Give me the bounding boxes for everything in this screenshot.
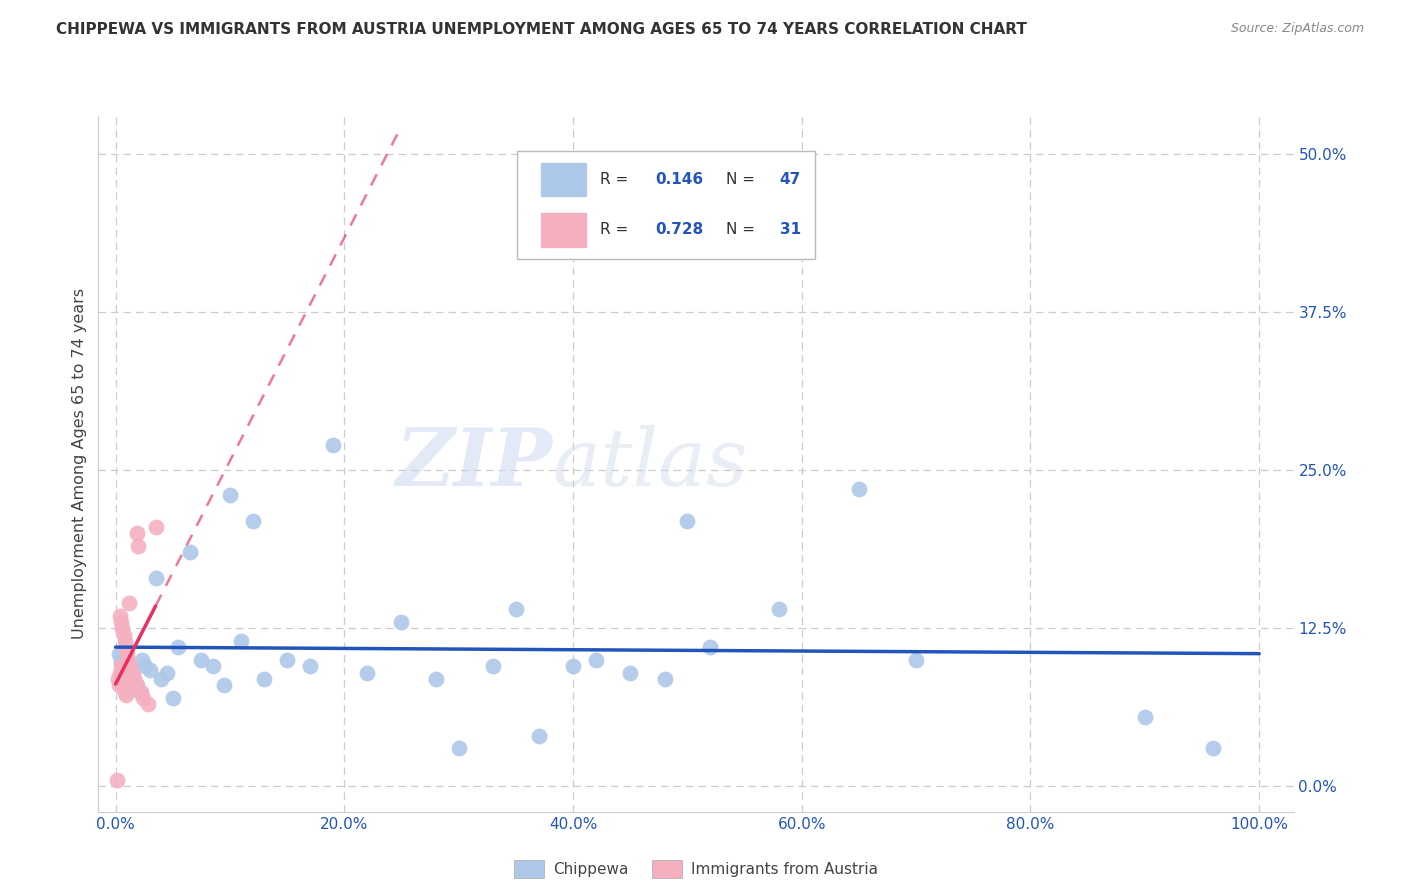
Point [619,665,641,680]
Point [905,653,928,667]
Text: atlas: atlas [553,425,748,502]
Point [110,615,132,629]
FancyBboxPatch shape [540,213,586,246]
Point [562,659,585,673]
Point [112,627,135,641]
Point [145,571,167,585]
Point [120,668,142,682]
Text: CHIPPEWA VS IMMIGRANTS FROM AUSTRIA UNEMPLOYMENT AMONG AGES 65 TO 74 YEARS CORRE: CHIPPEWA VS IMMIGRANTS FROM AUSTRIA UNEM… [56,22,1028,37]
Text: ZIP: ZIP [395,425,553,502]
Point [391,615,413,629]
Point [111,678,134,692]
Point [156,665,179,680]
Y-axis label: Unemployment Among Ages 65 to 74 years: Unemployment Among Ages 65 to 74 years [72,288,87,640]
Point [127,526,149,541]
Point [115,689,138,703]
Point [118,596,141,610]
Point [298,659,321,673]
Point [111,675,134,690]
Point [231,634,253,648]
Point [585,653,607,667]
Point [110,659,132,673]
Point [253,672,276,686]
Point [115,647,138,661]
Point [121,665,143,680]
Point [111,621,134,635]
Text: 0.728: 0.728 [655,222,703,237]
Point [179,545,201,559]
Point [107,672,129,686]
Point [219,488,242,502]
Point [115,663,138,677]
Point [117,665,139,680]
Point [108,647,131,661]
Point [125,678,148,692]
Point [122,672,145,686]
Text: R =: R = [600,172,634,187]
Point [201,659,224,673]
Text: 47: 47 [779,172,801,187]
Point [120,659,142,673]
Point [167,640,190,655]
Point [242,514,264,528]
Text: N =: N = [725,172,759,187]
Point [322,438,344,452]
Point [482,659,505,673]
Point [699,640,721,655]
Point [127,678,149,692]
Point [117,653,139,667]
Point [447,741,470,756]
Point [505,602,527,616]
Point [212,678,235,692]
Point [127,539,149,553]
Point [131,653,153,667]
Point [112,681,135,695]
Point [128,684,150,698]
Point [848,482,870,496]
Point [150,672,173,686]
Point [527,729,550,743]
Point [134,659,156,673]
Point [124,675,146,690]
Point [1133,710,1156,724]
FancyBboxPatch shape [517,151,815,259]
Point [190,653,212,667]
Point [121,672,143,686]
Point [654,672,676,686]
Text: N =: N = [725,222,759,237]
Legend: Chippewa, Immigrants from Austria: Chippewa, Immigrants from Austria [508,855,884,884]
Point [145,520,167,534]
Point [768,602,790,616]
Point [162,690,184,705]
Point [139,663,162,677]
Point [108,665,131,680]
Point [112,659,135,673]
Text: Source: ZipAtlas.com: Source: ZipAtlas.com [1230,22,1364,36]
Point [121,668,143,682]
Point [115,640,138,655]
Point [110,656,132,670]
Point [276,653,298,667]
Text: 0.146: 0.146 [655,172,703,187]
Point [114,684,136,698]
Text: 31: 31 [779,222,801,237]
Point [124,675,146,690]
Point [105,773,128,788]
Point [676,514,699,528]
Point [108,608,131,623]
Point [114,634,136,648]
Point [108,678,131,692]
Point [356,665,378,680]
Point [132,690,155,705]
FancyBboxPatch shape [540,162,586,196]
Text: R =: R = [600,222,634,237]
Point [1202,741,1225,756]
Point [425,672,447,686]
Point [136,697,159,711]
Point [129,684,152,698]
